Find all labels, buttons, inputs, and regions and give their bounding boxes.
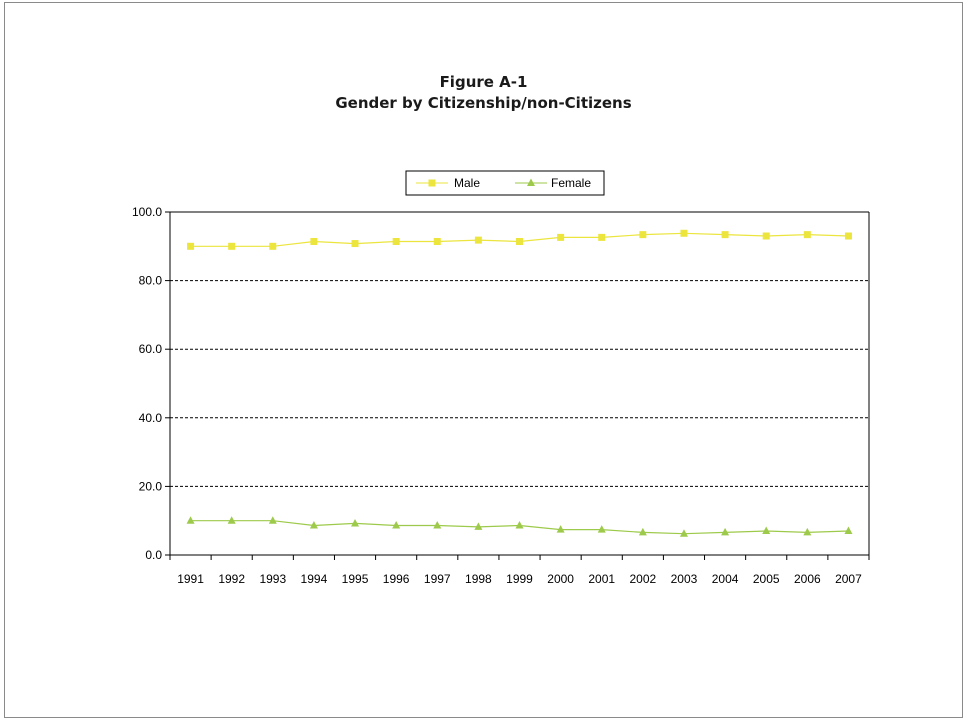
male-point bbox=[598, 233, 606, 241]
series-male bbox=[187, 229, 852, 250]
x-tick-label: 2002 bbox=[630, 572, 657, 586]
male-point bbox=[844, 232, 852, 240]
x-tick-label: 2004 bbox=[712, 572, 739, 586]
y-tick-label: 100.0 bbox=[132, 205, 162, 219]
male-point bbox=[392, 237, 400, 245]
male-point bbox=[557, 233, 565, 241]
chart-subtitle: Gender by Citizenship/non-Citizens bbox=[335, 94, 632, 112]
female-point bbox=[844, 526, 853, 534]
x-tick-label: 1996 bbox=[383, 572, 410, 586]
male-point bbox=[639, 231, 647, 239]
male-point bbox=[474, 236, 482, 244]
figure-frame bbox=[4, 2, 963, 718]
series-female bbox=[186, 516, 853, 537]
female-point bbox=[679, 529, 688, 537]
female-point bbox=[762, 526, 771, 534]
male-point bbox=[269, 242, 277, 250]
legend-female-label: Female bbox=[551, 176, 591, 190]
female-point bbox=[597, 525, 606, 533]
female-point bbox=[638, 527, 647, 536]
male-point bbox=[433, 237, 441, 245]
x-tick-label: 1994 bbox=[301, 572, 328, 586]
series bbox=[186, 229, 853, 537]
chart-title: Figure A-1 bbox=[439, 73, 528, 91]
x-tick-label: 2006 bbox=[794, 572, 821, 586]
female-point bbox=[515, 521, 524, 529]
legend-box bbox=[405, 170, 605, 196]
x-tick-label: 2001 bbox=[588, 572, 615, 586]
female-point bbox=[721, 527, 730, 536]
female-point bbox=[392, 521, 401, 529]
y-tick-label: 80.0 bbox=[139, 274, 163, 288]
male-point bbox=[803, 231, 811, 239]
male-point bbox=[310, 237, 318, 245]
gridlines bbox=[170, 211, 869, 487]
female-point bbox=[556, 525, 565, 533]
x-tick-label: 1993 bbox=[259, 572, 286, 586]
chart-title-block: Figure A-1 Gender by Citizenship/non-Cit… bbox=[0, 72, 967, 114]
female-point bbox=[309, 521, 318, 529]
male-point bbox=[721, 231, 729, 239]
y-ticks: 0.0 20.0 40.0 60.0 80.0 100.0 bbox=[132, 205, 170, 562]
legend-male-label: Male bbox=[454, 176, 480, 190]
legend: Male Female bbox=[405, 170, 605, 196]
legend-female-marker bbox=[527, 178, 535, 186]
male-point bbox=[187, 242, 195, 250]
female-point bbox=[433, 521, 442, 529]
x-tick-label: 2003 bbox=[671, 572, 698, 586]
axes bbox=[169, 211, 870, 556]
male-point bbox=[762, 232, 770, 240]
y-tick-label: 20.0 bbox=[139, 479, 163, 493]
x-tick-label: 1999 bbox=[506, 572, 533, 586]
y-tick-label: 40.0 bbox=[139, 411, 163, 425]
female-point bbox=[186, 516, 195, 524]
male-point bbox=[351, 240, 359, 248]
female-point bbox=[268, 516, 277, 524]
x-tick-label: 2007 bbox=[835, 572, 862, 586]
female-point bbox=[474, 522, 483, 530]
male-point bbox=[228, 242, 236, 250]
x-tick-label: 1991 bbox=[177, 572, 204, 586]
y-tick-label: 60.0 bbox=[139, 342, 163, 356]
male-point bbox=[680, 229, 688, 237]
female-point bbox=[803, 527, 812, 536]
x-tick-label: 1995 bbox=[342, 572, 369, 586]
y-tick-label: 0.0 bbox=[145, 548, 162, 562]
x-tick-label: 1992 bbox=[218, 572, 245, 586]
x-tick-label: 2000 bbox=[547, 572, 574, 586]
x-tick-label: 1997 bbox=[424, 572, 451, 586]
female-point bbox=[227, 516, 236, 524]
x-tick-label: 2005 bbox=[753, 572, 780, 586]
legend-male-marker bbox=[428, 179, 436, 187]
x-ticks: 1991 1992 1993 1994 1995 1996 1997 1998 1999 2000… bbox=[169, 555, 870, 586]
female-point bbox=[351, 518, 360, 527]
x-tick-label: 1998 bbox=[465, 572, 492, 586]
male-point bbox=[516, 237, 523, 245]
